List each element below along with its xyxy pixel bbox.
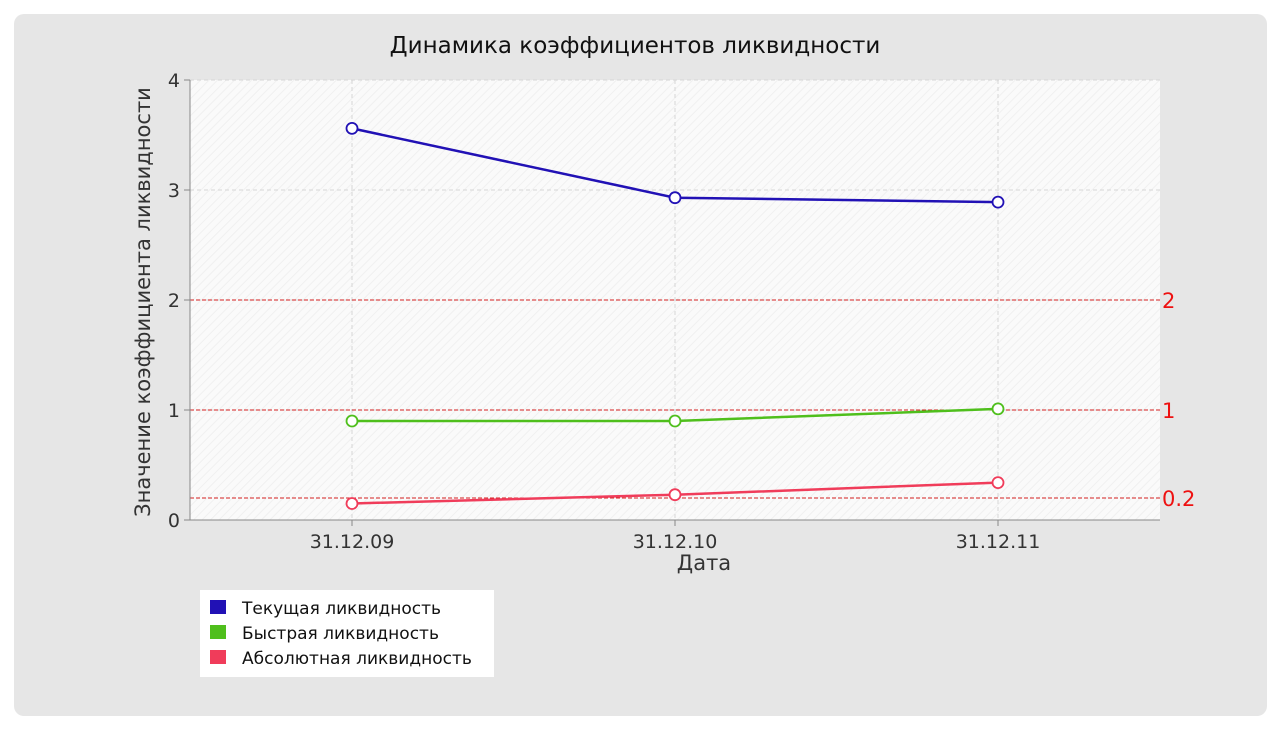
data-point (991, 195, 1005, 209)
x-tick-label: 31.12.11 (956, 531, 1041, 553)
y-ticks: 0 1 2 3 4 (168, 70, 190, 532)
y-axis-label: Значение коэффициента ликвидности (131, 87, 155, 517)
data-point (668, 488, 682, 502)
legend-box (200, 590, 494, 677)
data-point (668, 191, 682, 205)
data-point (991, 476, 1005, 490)
legend-items: Текущая ликвидность Быстрая ликвидность Аб… (210, 599, 472, 669)
legend-swatch (210, 650, 226, 664)
x-tick-label: 31.12.10 (633, 531, 718, 553)
series-layer (345, 121, 1005, 510)
data-point (668, 414, 682, 428)
data-point (345, 497, 359, 510)
reference-line-label: 1 (1162, 399, 1175, 423)
legend: Текущая ликвидность Быстрая ликвидность Аб… (200, 590, 494, 677)
data-point (345, 414, 359, 428)
legend-label: Текущая ликвидность (241, 599, 441, 619)
chart-title: Динамика коэффициентов ликвидности (390, 33, 881, 59)
legend-swatch (210, 600, 226, 614)
y-tick-label: 0 (168, 510, 180, 532)
y-tick-label: 3 (168, 180, 180, 202)
data-point (991, 402, 1005, 416)
y-tick-label: 2 (168, 290, 180, 312)
x-axis-label: Дата (677, 551, 731, 575)
reference-line-label: 2 (1162, 289, 1175, 313)
x-ticks: 31.12.09 31.12.10 31.12.11 (310, 520, 1041, 553)
data-point (345, 121, 359, 135)
y-tick-label: 1 (168, 400, 180, 422)
legend-swatch (210, 625, 226, 639)
y-tick-label: 4 (168, 70, 180, 92)
legend-label: Быстрая ликвидность (242, 624, 439, 644)
x-tick-label: 31.12.09 (310, 531, 395, 553)
legend-label: Абсолютная ликвидность (242, 649, 472, 669)
reference-lines: 210.2 (190, 289, 1195, 511)
reference-line-label: 0.2 (1162, 487, 1195, 511)
